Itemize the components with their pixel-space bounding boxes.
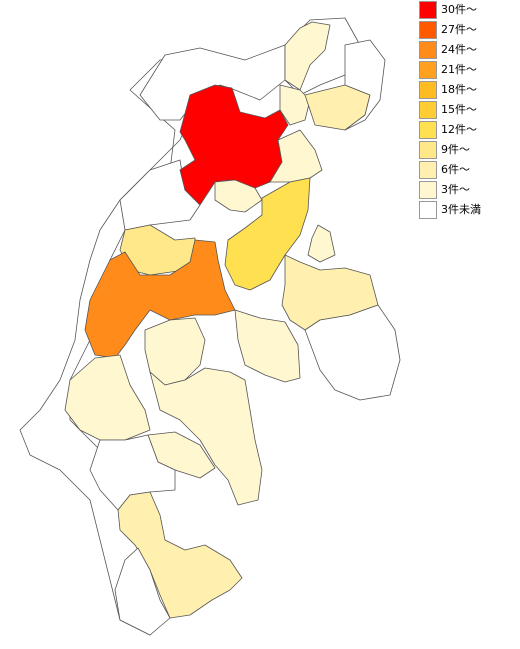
legend-swatch — [419, 41, 437, 59]
region-north-east-2[interactable] — [304, 84, 371, 131]
legend-label: 18件～ — [441, 83, 477, 96]
legend-label: 6件～ — [441, 163, 470, 176]
legend-item: 3件～ — [419, 180, 481, 200]
legend-label: 12件～ — [441, 123, 477, 136]
legend-swatch — [419, 81, 437, 99]
legend-item: 3件未満 — [419, 200, 481, 220]
legend-swatch — [419, 201, 437, 219]
legend-label: 3件未満 — [441, 203, 481, 216]
legend-label: 21件～ — [441, 63, 477, 76]
region-north-west-top[interactable] — [139, 44, 286, 121]
region-center-small-1[interactable] — [214, 179, 263, 213]
legend-label: 9件～ — [441, 143, 470, 156]
legend-label: 30件～ — [441, 3, 477, 16]
legend-swatch — [419, 1, 437, 19]
legend-item: 27件～ — [419, 20, 481, 40]
legend-swatch — [419, 121, 437, 139]
region-nagano-city[interactable] — [179, 84, 289, 206]
legend-item: 30件～ — [419, 0, 481, 20]
region-east-yellow[interactable] — [224, 177, 311, 291]
legend-item: 6件～ — [419, 160, 481, 180]
legend-swatch — [419, 21, 437, 39]
legend-label: 15件～ — [441, 103, 477, 116]
region-ina-2[interactable] — [149, 367, 263, 506]
legend-swatch — [419, 181, 437, 199]
legend-swatch — [419, 101, 437, 119]
legend-item: 18件～ — [419, 80, 481, 100]
region-south-west[interactable] — [89, 434, 176, 511]
region-south-east[interactable] — [304, 304, 401, 401]
legend-label: 24件～ — [441, 43, 477, 56]
legend-item: 9件～ — [419, 140, 481, 160]
map-legend: 30件～ 27件～ 24件～ 21件～ 18件～ 15件～ 12件～ 9件～ 6… — [419, 0, 481, 220]
region-kiso-west[interactable] — [64, 354, 151, 441]
legend-item: 24件～ — [419, 40, 481, 60]
legend-swatch — [419, 61, 437, 79]
region-north-east-1[interactable] — [284, 21, 331, 91]
legend-swatch — [419, 141, 437, 159]
region-east-small[interactable] — [307, 224, 336, 263]
legend-item: 21件～ — [419, 60, 481, 80]
region-ina-1[interactable] — [144, 317, 206, 386]
legend-swatch — [419, 161, 437, 179]
legend-item: 15件～ — [419, 100, 481, 120]
legend-label: 27件～ — [441, 23, 477, 36]
region-east-edge[interactable] — [344, 39, 386, 131]
legend-label: 3件～ — [441, 183, 470, 196]
region-matsumoto[interactable] — [84, 239, 236, 359]
legend-item: 12件～ — [419, 120, 481, 140]
region-south-tip[interactable] — [114, 547, 171, 636]
region-suwa-area[interactable] — [234, 309, 301, 383]
